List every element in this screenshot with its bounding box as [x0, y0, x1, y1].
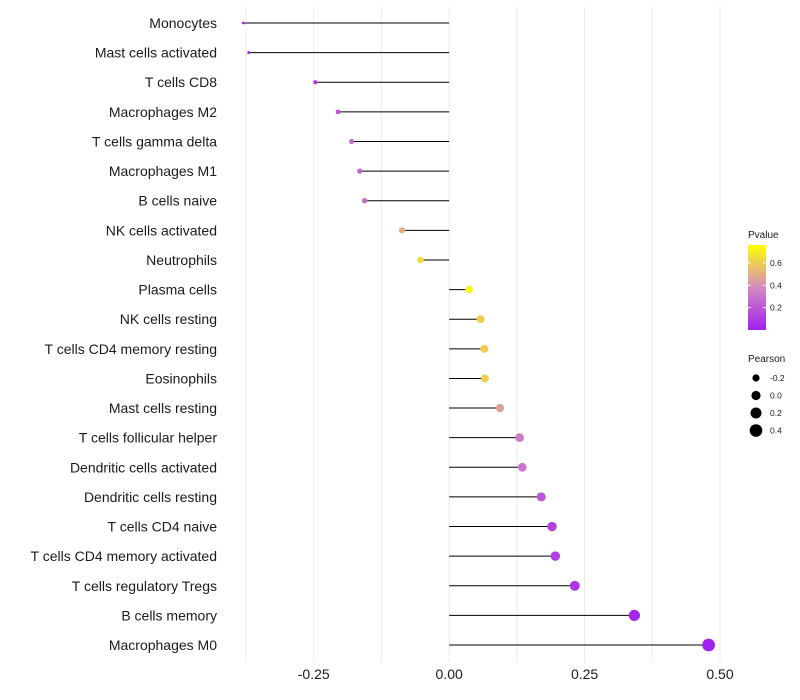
category-label: B cells memory — [121, 607, 217, 623]
lollipop-point — [550, 551, 561, 561]
lollipop-point — [361, 198, 368, 204]
lollipop-point — [628, 609, 641, 622]
size-legend-dot — [752, 374, 760, 382]
category-label: T cells gamma delta — [92, 133, 217, 149]
lollipop-point — [495, 403, 505, 413]
lollipop-point — [517, 462, 527, 472]
size-legend-dot — [749, 424, 763, 437]
size-legend-label: 0.0 — [770, 391, 782, 401]
size-legend-label: 0.4 — [770, 426, 782, 436]
lollipop-point — [247, 51, 251, 55]
lollipop-point — [480, 374, 489, 383]
category-label: T cells CD4 memory activated — [31, 548, 217, 564]
lollipop-point — [702, 638, 716, 652]
lollipop-point — [357, 168, 363, 174]
lollipop-point — [480, 344, 489, 353]
category-label: Dendritic cells activated — [70, 459, 217, 475]
lollipop-point — [241, 21, 245, 25]
lollipop-point — [547, 521, 557, 532]
category-label: Monocytes — [149, 15, 217, 31]
category-label: Plasma cells — [138, 282, 217, 298]
category-label: T cells regulatory Tregs — [72, 578, 217, 594]
category-label: Dendritic cells resting — [84, 489, 217, 505]
x-tick-label: 0.50 — [706, 666, 733, 682]
category-label: NK cells activated — [106, 222, 217, 238]
size-legend-label: -0.2 — [770, 373, 785, 383]
category-label: Mast cells resting — [109, 400, 217, 416]
lollipop-point — [349, 138, 355, 145]
category-label: Mast cells activated — [95, 45, 217, 61]
lollipop-point — [335, 109, 341, 115]
lollipop-point — [536, 492, 546, 502]
category-label: T cells follicular helper — [79, 430, 218, 446]
category-label: Macrophages M1 — [109, 163, 217, 179]
category-label: T cells CD8 — [145, 74, 217, 90]
lollipop-point — [313, 80, 318, 85]
color-legend-tick-label: 0.2 — [770, 303, 782, 313]
color-legend-title: Pvalue — [748, 230, 779, 241]
lollipop-point — [515, 433, 524, 443]
lollipop-point — [417, 256, 424, 264]
lollipop-point — [476, 315, 485, 324]
size-legend-dot — [751, 390, 761, 401]
size-legend-dot — [750, 407, 762, 419]
lollipop-point — [569, 580, 580, 591]
size-legend-label: 0.2 — [770, 408, 782, 418]
size-legend-title: Pearson — [748, 354, 785, 365]
lollipop-point — [465, 285, 474, 294]
x-tick-label: -0.25 — [298, 666, 330, 682]
category-label: Macrophages M2 — [109, 104, 217, 120]
category-label: NK cells resting — [120, 311, 217, 327]
category-label: B cells naive — [138, 193, 217, 209]
color-legend-tick-label: 0.6 — [770, 258, 782, 268]
color-legend-bar — [748, 245, 766, 330]
x-tick-label: 0.00 — [436, 666, 463, 682]
lollipop-point — [398, 227, 406, 234]
category-label: Macrophages M0 — [109, 637, 217, 653]
category-label: T cells CD4 naive — [108, 519, 218, 535]
category-label: Neutrophils — [146, 252, 217, 268]
category-label: Eosinophils — [145, 370, 217, 386]
color-legend-tick-label: 0.4 — [770, 280, 782, 290]
category-label: T cells CD4 memory resting — [45, 341, 217, 357]
x-tick-label: 0.25 — [571, 666, 598, 682]
